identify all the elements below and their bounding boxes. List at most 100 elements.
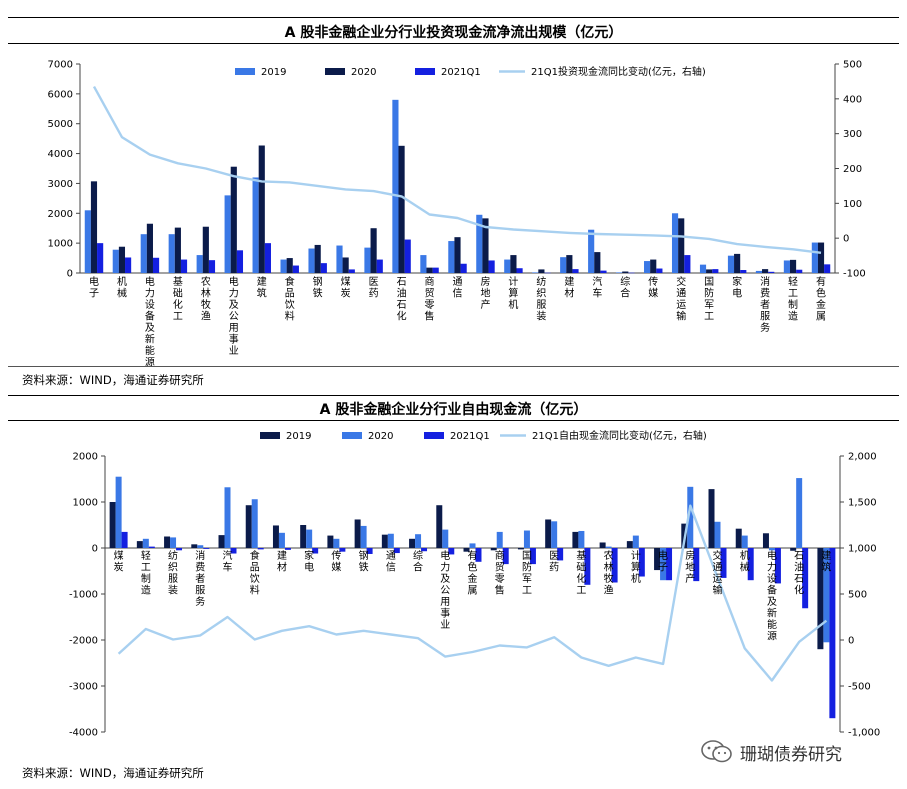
chart2-category-label: 消费者服务 [195,549,205,608]
chart2-category-label: 综合 [413,549,423,574]
chart1-ytick-label: 5000 [48,119,73,130]
chart1-bar-2019 [755,270,763,273]
chart2-ytick-label: 1000 [73,498,98,509]
chart2-category-label: 房地产 [685,549,695,585]
chart1-bar-2019 [783,260,790,273]
chart2-category-label: 电子 [658,549,668,574]
chart2-bar-2019 [354,519,361,548]
chart1-bar-2020 [482,218,489,273]
chart1-category-label: 电力设备及新能源 [145,275,155,367]
chart2-legend-label: 2019 [286,431,311,442]
chart1-bar-2020 [734,253,741,273]
chart1-y2tick-label: 300 [843,129,862,140]
chart2-bar-2020 [660,548,667,581]
chart1-legend-swatch-2021Q1 [415,68,435,75]
chart2-bar-2020 [551,521,558,548]
chart1-legend-label: 2020 [351,67,376,78]
chart1-bar-2019 [84,210,91,273]
chart2-category-label: 商贸零售 [495,549,505,597]
chart2-category-label: 通信 [386,550,396,574]
chart2-bar-2020 [714,521,721,548]
chart2-category-label: 电力设备及新能源 [767,549,777,643]
chart2-bar-2021Q1 [448,548,455,555]
chart1-legend-swatch-2020 [325,68,345,75]
chart1-bar-2019 [560,257,567,273]
chart1-bar-2021Q1 [152,257,160,273]
chart2-bar-2021Q1 [774,548,781,584]
chart1-category-label: 房地产 [480,275,490,311]
chart2-ytick-label: 2000 [73,452,98,463]
chart2-legend-swatch-2021Q1 [424,432,444,439]
chart2-category-label: 交通运输 [713,549,723,597]
chart1-bar-2021Q1 [460,263,467,273]
chart2-source: 资料来源：WIND，海通证券研究所 [22,766,204,780]
chart2-legend-label: 2021Q1 [450,431,490,442]
chart1-bar-2020 [594,252,601,273]
chart2-legend-label: 2020 [368,431,393,442]
chart2-bar-2020 [333,538,340,548]
chart2-bar-2021Q1 [176,548,183,551]
chart2-bar-2020 [741,535,748,548]
chart2-y2tick-label: 1,500 [848,498,877,509]
chart2-bar-2019 [817,548,824,650]
chart2-bar-2019 [245,505,252,548]
chart1-bar-2020 [650,259,657,273]
chart2-bar-2021Q1 [257,548,264,550]
chart2-category-label: 医药 [549,550,559,574]
chart2-bar-2019 [300,525,307,548]
chart1-y2tick-label: 100 [843,199,862,210]
chart1-bar-2019 [308,248,315,273]
chart2-ytick-label: 0 [92,544,98,555]
chart1-bar-2019 [112,249,119,273]
chart1-y2tick-label: -100 [843,269,866,280]
chart1-bar-2020 [202,226,209,273]
chart2-category-label: 有色金属 [468,549,478,597]
chart2-category-label: 基础化工 [576,549,586,597]
chart2-bar-2020 [170,537,177,548]
chart2-bar-2021Q1 [203,548,210,549]
chart1-bar-2021Q1 [516,268,523,273]
chart1-category-label: 综合 [620,275,630,300]
chart2-bar-2020 [360,525,367,548]
chart1-category-label: 汽车 [592,275,602,300]
watermark-text: 珊瑚债券研究 [740,744,842,765]
chart1-bar-2019 [364,247,371,273]
chart2-bar-2020 [197,545,204,548]
chart1-bar-2020 [538,269,545,273]
chart2-bar-2019 [463,548,470,552]
chart1-category-label: 纺织服装 [536,275,546,323]
chart2-ytick-label: -1000 [69,590,98,601]
chart2-legend-swatch-2020 [342,432,362,439]
chart1-bar-2019 [140,234,147,273]
chart1-ytick-label: 0 [67,269,73,280]
chart2-title: A 股非金融企业分行业自由现金流（亿元） [319,402,588,418]
chart2-bar-2019 [272,525,279,548]
chart1-category-label: 国防军工 [704,276,714,323]
chart1-ytick-label: 2000 [48,209,73,220]
chart1-bar-2021Q1 [264,243,271,273]
chart2-bar-2021Q1 [366,548,373,554]
chart2-bar-2019 [191,544,198,548]
chart1-bar-2019 [448,241,455,273]
chart1-bar-2021Q1 [292,265,299,273]
chart1-bar-2020 [146,223,153,273]
chart2-y2tick-label: 1,000 [848,544,877,555]
chart2-bar-2020 [632,535,639,548]
chart2-bar-2020 [142,538,149,548]
chart1-category-label: 计算机 [508,275,518,311]
chart1-line-series [92,86,822,254]
watermark: 珊瑚债券研究 [700,739,842,765]
chart1-category-label: 交通运输 [676,275,686,323]
chart2-bar-2020 [469,543,476,548]
chart2-bar-2020 [224,487,231,548]
chart1-legend-label: 2021Q1 [441,67,481,78]
chart2-plot: -4000 -3000 -2000 -1000 0 1000 2000 -1,000 -500 0… [69,429,880,739]
chart1-bar-2020 [622,271,629,273]
chart2-bar-2019 [109,502,116,548]
chart2-category-label: 食品饮料 [250,549,260,597]
chart1-bar-2021Q1 [628,272,635,274]
chart2-category-label: 钢铁 [359,549,369,574]
chart2-category-label: 电力及公用事业 [440,549,450,631]
chart1-bar-2021Q1 [180,259,188,273]
chart2-bar-2019 [436,505,443,548]
